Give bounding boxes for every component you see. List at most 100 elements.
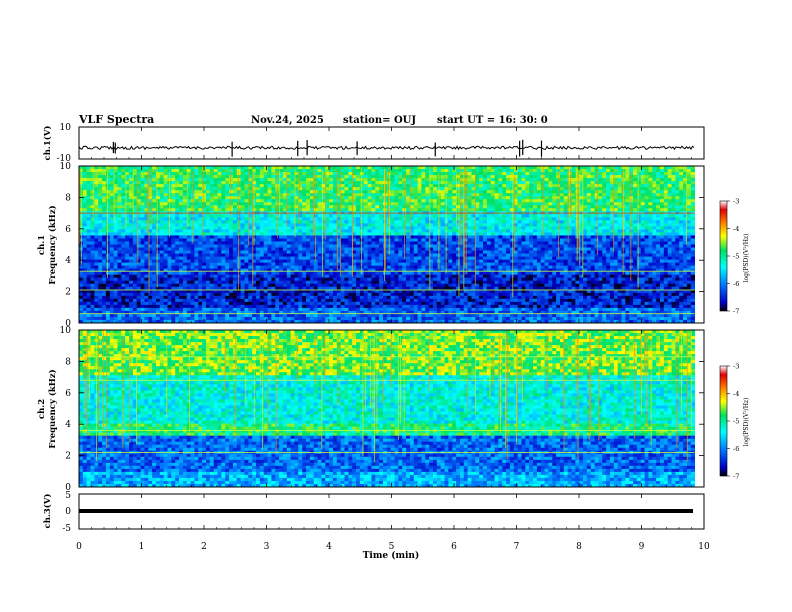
spectrogram-cell <box>409 223 415 227</box>
spectrogram-cell <box>467 169 472 173</box>
spectrogram-cell <box>82 235 88 239</box>
spectrogram-cell <box>286 175 292 179</box>
spectrogram-cell <box>375 193 380 197</box>
spectrogram-cell <box>644 250 649 254</box>
spectrogram-cell <box>356 184 361 188</box>
spectrogram-cell <box>440 166 445 170</box>
spectrogram-cell <box>109 250 115 254</box>
spectrogram-cell <box>506 187 511 191</box>
spectrogram-cell <box>121 169 126 173</box>
spectrogram-cell <box>144 184 149 188</box>
spectrogram-cell <box>129 172 134 176</box>
spectrogram-cell <box>386 166 392 170</box>
spectrogram-cell <box>121 217 126 221</box>
spectrogram-cell <box>583 184 588 188</box>
spectrogram-cell <box>98 238 103 242</box>
spectrogram-cell <box>321 256 326 260</box>
spectrogram-cell <box>86 259 91 264</box>
spectrogram-cell <box>375 208 380 212</box>
spectrogram-cell <box>382 232 388 236</box>
spectrogram-cell <box>179 220 184 224</box>
spectrogram-cell <box>663 172 669 176</box>
spectrogram-cell <box>398 190 403 194</box>
spectrogram-cell <box>671 241 676 245</box>
spectrogram-cell <box>513 241 519 245</box>
spectrogram-cell <box>167 235 172 239</box>
spectrogram-cell <box>533 235 538 239</box>
spectrogram-cell <box>563 181 569 185</box>
spectrogram-cell <box>548 169 553 173</box>
spectrogram-cell <box>194 187 199 191</box>
spectrogram-cell <box>317 199 322 203</box>
spectrogram-cell <box>363 199 368 203</box>
spectrogram-cell <box>617 187 622 191</box>
spectrogram-cell <box>606 193 611 197</box>
spectrogram-cell <box>483 238 488 242</box>
spectrogram-cell <box>563 217 569 221</box>
spectrogram-cell <box>590 235 595 239</box>
spectrogram-cell <box>198 232 203 236</box>
spectrogram-cell <box>686 190 692 194</box>
spectrogram-cell <box>306 205 311 209</box>
spectrogram-cell <box>117 181 122 185</box>
spectrogram-cell <box>163 217 168 221</box>
spectrogram-cell <box>175 190 180 194</box>
spectrogram-cell <box>332 196 338 200</box>
spectrogram-cell <box>636 223 642 227</box>
spectrogram-cell <box>690 244 696 248</box>
spectrogram-cell <box>625 253 630 257</box>
spectrogram-cell <box>232 199 238 203</box>
spectrogram-cell <box>667 178 672 182</box>
spectrogram-cell <box>552 214 557 218</box>
spectrogram-cell <box>79 205 84 209</box>
spectrogram-cell <box>648 169 653 173</box>
spectrogram-cell <box>348 202 353 206</box>
spectrogram-cell <box>536 223 542 227</box>
spectrogram-cell <box>494 244 499 248</box>
spectrogram-cell <box>579 241 584 245</box>
spectrogram-cell <box>475 184 480 188</box>
spectrogram-cell <box>113 202 118 206</box>
spectrogram-cell <box>175 202 180 206</box>
spectrogram-cell <box>633 205 638 209</box>
spectrogram-cell <box>683 220 688 224</box>
spectrogram-cell <box>586 223 592 227</box>
spectrogram-cell <box>317 205 322 209</box>
spectrogram-cell <box>129 256 134 260</box>
spectrogram-cell <box>348 253 353 257</box>
spectrogram-cell <box>536 196 542 200</box>
spectrogram-cell <box>521 238 526 242</box>
spectrogram-cell <box>586 193 592 197</box>
spectrogram-cell <box>375 199 380 203</box>
spectrogram-cell <box>398 175 403 179</box>
spectrogram-cell <box>590 256 595 260</box>
spectrogram-cell <box>413 220 418 224</box>
spectrogram-cell <box>352 166 357 170</box>
spectrogram-cell <box>613 220 619 224</box>
spectrogram-cell <box>240 232 245 236</box>
spectrogram-cell <box>129 166 134 170</box>
spectrogram-cell <box>344 223 349 227</box>
spectrogram-cell <box>452 232 457 236</box>
spectrogram-cell <box>579 181 584 185</box>
spectrogram-cell <box>559 193 565 197</box>
spectrogram-cell <box>483 229 488 233</box>
spectrogram-cell <box>563 166 569 170</box>
spectrogram-cell <box>440 172 445 176</box>
spectrogram-cell <box>529 244 534 248</box>
spectrogram-cell <box>590 205 595 209</box>
spectrogram-cell <box>194 196 199 200</box>
spectrogram-cell <box>563 208 569 212</box>
spectrogram-cell <box>86 247 91 251</box>
spectrogram-cell <box>325 190 330 194</box>
spectrogram-cell <box>690 223 696 227</box>
spectrogram-cell <box>186 199 191 203</box>
spectrogram-cell <box>371 238 376 242</box>
spectrogram-cell <box>406 166 411 170</box>
spectrogram-cell <box>182 172 188 176</box>
spectrogram-cell <box>667 172 672 176</box>
spectrogram-cell <box>629 247 634 251</box>
spectrogram-cell <box>175 184 180 188</box>
spectrogram-cell <box>432 193 438 197</box>
spectrogram-cell <box>163 199 168 203</box>
